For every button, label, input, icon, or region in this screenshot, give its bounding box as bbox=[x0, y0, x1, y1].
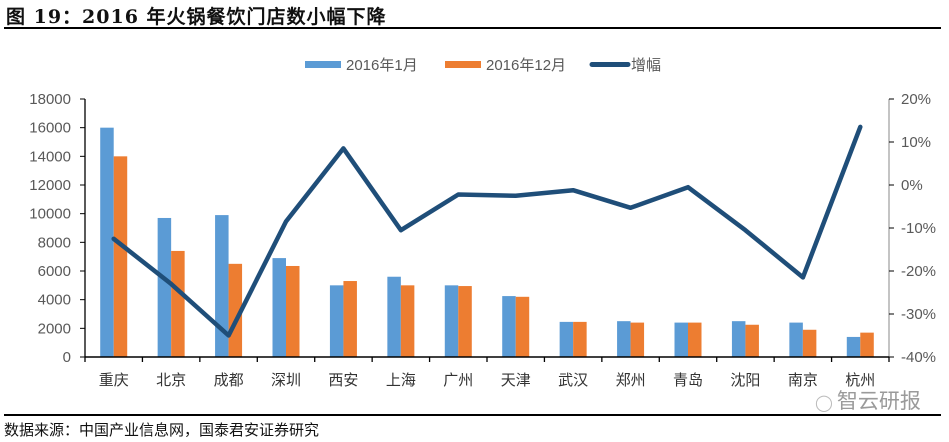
combo-chart: 2016年1月 2016年12月 增幅 0 2000 4000 6000 8000 10000… bbox=[29, 57, 936, 389]
bar-jan bbox=[215, 215, 229, 357]
bar-jan bbox=[157, 217, 172, 357]
x-category-label: 西安 bbox=[328, 371, 358, 389]
x-category-label: 深圳 bbox=[271, 371, 301, 389]
y-tick-label: 18000 bbox=[29, 91, 71, 108]
x-category-label: 天津 bbox=[501, 371, 531, 389]
watermark: ◯ 智云研报 bbox=[815, 385, 921, 415]
x-category-label: 杭州 bbox=[845, 371, 875, 389]
bar-dec bbox=[171, 250, 185, 357]
bar-dec bbox=[630, 322, 645, 357]
bar-jan bbox=[387, 276, 401, 357]
x-category-label: 重庆 bbox=[99, 371, 129, 389]
y-tick-label: 6000 bbox=[38, 263, 71, 280]
data-source-note: 数据来源：中国产业信息网，国泰君安证券研究 bbox=[4, 421, 320, 439]
bar-dec bbox=[745, 324, 759, 357]
bar-dec bbox=[802, 329, 817, 357]
x-category-label: 广州 bbox=[443, 371, 473, 389]
y-tick-label: 16000 bbox=[29, 120, 71, 137]
legend-swatch bbox=[445, 61, 481, 68]
bar-jan bbox=[272, 258, 286, 357]
x-category-label: 南京 bbox=[788, 371, 818, 389]
bar-jan bbox=[100, 127, 114, 358]
figure-title: 图 19：2016 年火锅餐饮门店数小幅下降 bbox=[6, 6, 387, 28]
bar-dec bbox=[860, 332, 874, 357]
y2-tick-label: -30% bbox=[901, 306, 936, 323]
y-tick-label: 12000 bbox=[29, 177, 71, 194]
bar-dec bbox=[573, 321, 587, 357]
chart-legend: 2016年1月 2016年12月 增幅 bbox=[305, 57, 661, 74]
x-category-label: 沈阳 bbox=[730, 371, 760, 389]
x-category-label: 上海 bbox=[386, 371, 416, 389]
bar-dec bbox=[286, 265, 300, 357]
bar-jan bbox=[559, 321, 574, 357]
y2-tick-label: -40% bbox=[901, 349, 936, 366]
y-tick-label: 14000 bbox=[29, 148, 71, 165]
bottom-rule bbox=[4, 414, 941, 416]
growth-line bbox=[111, 124, 863, 338]
y-tick-label: 4000 bbox=[38, 292, 71, 309]
x-category-label: 成都 bbox=[214, 371, 244, 389]
legend-item: 2016年12月 bbox=[445, 57, 566, 74]
y-tick-label: 10000 bbox=[29, 206, 71, 223]
legend-swatch bbox=[305, 61, 341, 68]
wechat-icon: ◯ bbox=[815, 393, 833, 412]
bar-dec bbox=[688, 322, 702, 357]
legend-label: 2016年1月 bbox=[346, 57, 418, 74]
y-tick-label: 8000 bbox=[38, 234, 71, 251]
bar-dec bbox=[515, 296, 530, 357]
bar-jan bbox=[329, 285, 344, 357]
bar-jan bbox=[731, 321, 746, 357]
legend-label: 2016年12月 bbox=[486, 57, 566, 74]
bar-dec bbox=[343, 281, 357, 357]
y-tick-label: 2000 bbox=[38, 320, 71, 337]
legend-item: 2016年1月 bbox=[305, 57, 418, 74]
y2-tick-label: -10% bbox=[901, 220, 936, 237]
y2-tick-label: -20% bbox=[901, 263, 936, 280]
bar-dec bbox=[113, 156, 128, 357]
x-category-label: 武汉 bbox=[558, 371, 588, 389]
bar-jan bbox=[789, 322, 803, 357]
legend-item: 增幅 bbox=[589, 57, 661, 74]
bar-jan bbox=[617, 321, 631, 357]
watermark-text: 智云研报 bbox=[836, 389, 921, 413]
x-category-label: 郑州 bbox=[616, 371, 646, 389]
y2-tick-label: 0% bbox=[901, 177, 923, 194]
y2-tick-label: 20% bbox=[901, 91, 931, 108]
bar-jan bbox=[846, 336, 861, 357]
x-category-label: 北京 bbox=[156, 371, 186, 389]
y2-tick-label: 10% bbox=[901, 134, 931, 151]
y-tick-label: 0 bbox=[63, 349, 71, 366]
chart-axes: 0 2000 4000 6000 8000 10000 12000 14000 16000 180… bbox=[29, 91, 936, 389]
bar-jan bbox=[674, 322, 688, 357]
bar-jan bbox=[502, 296, 516, 357]
bar-jan bbox=[444, 285, 459, 357]
growth-line-series bbox=[111, 124, 863, 338]
bar-dec bbox=[400, 285, 415, 357]
bar-dec bbox=[458, 286, 472, 357]
x-category-label: 青岛 bbox=[673, 371, 703, 389]
top-rule bbox=[4, 27, 941, 29]
legend-label: 增幅 bbox=[631, 57, 661, 74]
